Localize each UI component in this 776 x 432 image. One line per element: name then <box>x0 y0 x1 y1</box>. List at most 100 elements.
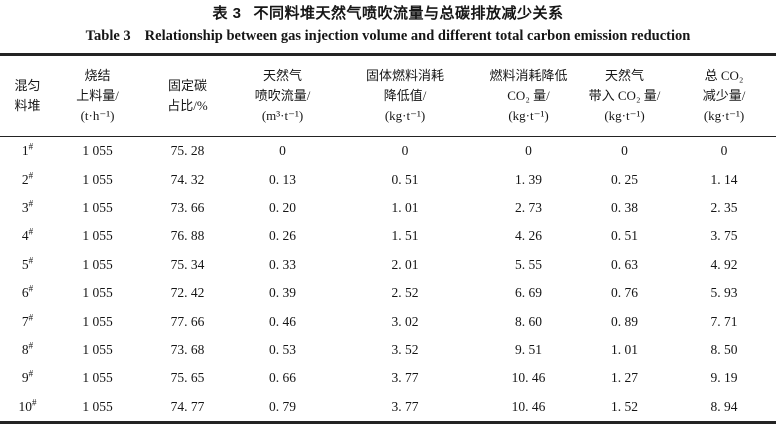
cell: 0. 51 <box>391 171 419 187</box>
table-row: 6# 1 055 72. 42 0. 39 2. 52 6. 69 0. 76 … <box>0 279 776 307</box>
cell: 0. 38 <box>611 199 638 215</box>
cell: 0. 51 <box>611 228 638 244</box>
cell: 77. 66 <box>170 313 205 329</box>
cell: 0 <box>621 143 628 159</box>
cell: 3. 77 <box>391 370 419 386</box>
table-row: 5# 1 055 75. 34 0. 33 2. 01 5. 55 0. 63 … <box>0 251 776 279</box>
table-row: 4# 1 055 76. 88 0. 26 1. 51 4. 26 0. 51 … <box>0 222 776 250</box>
table-row: 2# 1 055 74. 32 0. 13 0. 51 1. 39 0. 25 … <box>0 165 776 193</box>
cell: 1 055 <box>82 256 113 272</box>
cell: 0. 33 <box>269 256 296 272</box>
cell: 75. 65 <box>170 370 205 386</box>
cell: 0. 53 <box>269 341 296 357</box>
table-row: 3# 1 055 73. 66 0. 20 1. 01 2. 73 0. 38 … <box>0 194 776 222</box>
cell: 3. 77 <box>391 398 419 414</box>
table-row: 9# 1 055 75. 65 0. 66 3. 77 10. 46 1. 27… <box>0 364 776 392</box>
header-row: 混匀 料堆 烧结 上料量/ (t·h⁻¹) 固定碳 占比/% 天然气 喷吹流量/… <box>0 54 776 137</box>
table-caption-zh-label: 表 3 <box>212 5 242 22</box>
cell: 0. 46 <box>269 313 296 329</box>
table-row: 1# 1 055 75. 28 0 0 0 0 0 <box>0 137 776 166</box>
cell: 0. 39 <box>269 285 296 301</box>
cell: 8. 60 <box>515 313 542 329</box>
cell: 1 055 <box>82 171 113 187</box>
cell: 7. 71 <box>710 313 738 329</box>
table-caption-en-label: Table 3 <box>85 28 131 44</box>
cell: 1 055 <box>82 199 113 215</box>
cell: 74. 32 <box>170 171 205 187</box>
cell: 1. 01 <box>391 199 419 215</box>
col-header-feed-rate: 烧结 上料量/ (t·h⁻¹) <box>55 54 140 137</box>
cell: 0. 63 <box>611 256 638 272</box>
col-header-total-co2-reduction: 总 CO₂ 减少量/ (kg·t⁻¹) <box>672 54 776 137</box>
col-header-gas-co2-input: 天然气 带入 CO₂ 量/ (kg·t⁻¹) <box>577 54 672 137</box>
cell: 1. 39 <box>515 171 542 187</box>
cell: 1 055 <box>82 370 113 386</box>
cell: 74. 77 <box>170 398 205 414</box>
cell: 8. 50 <box>710 341 738 357</box>
cell: 75. 34 <box>170 256 205 272</box>
cell: 76. 88 <box>170 228 205 244</box>
cell: 2. 73 <box>515 199 542 215</box>
table-header: 混匀 料堆 烧结 上料量/ (t·h⁻¹) 固定碳 占比/% 天然气 喷吹流量/… <box>0 54 776 137</box>
cell: 8. 94 <box>710 398 738 414</box>
cell: 1 055 <box>82 341 113 357</box>
col-header-gas-injection-flow: 天然气 喷吹流量/ (m³·t⁻¹) <box>235 54 330 137</box>
cell: 4. 26 <box>515 228 542 244</box>
pile-sup: # <box>28 255 34 266</box>
cell: 0. 66 <box>269 370 296 386</box>
cell: 3. 52 <box>391 341 419 357</box>
cell: 1 055 <box>82 228 113 244</box>
pile-label: 7# <box>21 312 34 329</box>
table-caption-zh-text: 不同料堆天然气喷吹流量与总碳排放减少关系 <box>253 5 564 22</box>
cell: 1 055 <box>82 285 113 301</box>
pile-sup: # <box>28 226 34 237</box>
col-header-fuel-co2-reduction: 燃料消耗降低 CO₂ 量/ (kg·t⁻¹) <box>480 54 577 137</box>
cell: 10. 46 <box>511 370 546 386</box>
table-caption-en-text: Relationship between gas injection volum… <box>144 28 691 44</box>
cell: 4. 92 <box>710 256 738 272</box>
cell: 72. 42 <box>170 285 205 301</box>
cell: 73. 68 <box>170 341 205 357</box>
cell: 1 055 <box>82 143 113 159</box>
pile-sup: # <box>28 141 34 152</box>
pile-label: 8# <box>21 340 34 357</box>
cell: 1. 52 <box>611 398 638 414</box>
pile-sup: # <box>28 312 34 323</box>
pile-label: 10# <box>18 397 37 414</box>
pile-label: 1# <box>21 141 34 159</box>
cell: 0 <box>525 143 532 159</box>
cell: 9. 51 <box>515 341 542 357</box>
cell: 0 <box>401 143 409 159</box>
pile-sup: # <box>32 397 37 408</box>
cell: 0. 76 <box>611 285 638 301</box>
cell: 3. 02 <box>391 313 419 329</box>
cell: 10. 46 <box>511 398 546 414</box>
cell: 0. 20 <box>269 199 296 215</box>
pile-label: 6# <box>21 283 34 301</box>
cell: 75. 28 <box>170 143 205 159</box>
cell: 0 <box>720 143 728 159</box>
cell: 2. 35 <box>710 199 738 215</box>
pile-sup: # <box>28 170 34 181</box>
table-body: 1# 1 055 75. 28 0 0 0 0 0 2# 1 055 74. 3… <box>0 137 776 423</box>
cell: 9. 19 <box>710 370 738 386</box>
cell: 5. 55 <box>515 256 542 272</box>
pile-sup: # <box>28 283 34 294</box>
cell: 0. 89 <box>611 313 638 329</box>
pile-sup: # <box>28 198 34 209</box>
cell: 3. 75 <box>710 228 738 244</box>
cell: 2. 52 <box>391 285 419 301</box>
cell: 0. 13 <box>269 171 296 187</box>
data-table: 混匀 料堆 烧结 上料量/ (t·h⁻¹) 固定碳 占比/% 天然气 喷吹流量/… <box>0 53 776 424</box>
table-caption-zh: 表 3 不同料堆天然气喷吹流量与总碳排放减少关系 <box>0 3 776 25</box>
cell: 0. 26 <box>269 228 296 244</box>
cell: 0 <box>279 143 286 159</box>
cell: 73. 66 <box>170 199 205 215</box>
cell: 6. 69 <box>515 285 542 301</box>
cell: 1. 27 <box>611 370 638 386</box>
pile-label: 5# <box>21 255 34 272</box>
pile-label: 4# <box>21 226 34 244</box>
table-caption-en: Table 3 Relationship between gas injectio… <box>0 25 776 48</box>
pile-sup: # <box>28 368 34 379</box>
